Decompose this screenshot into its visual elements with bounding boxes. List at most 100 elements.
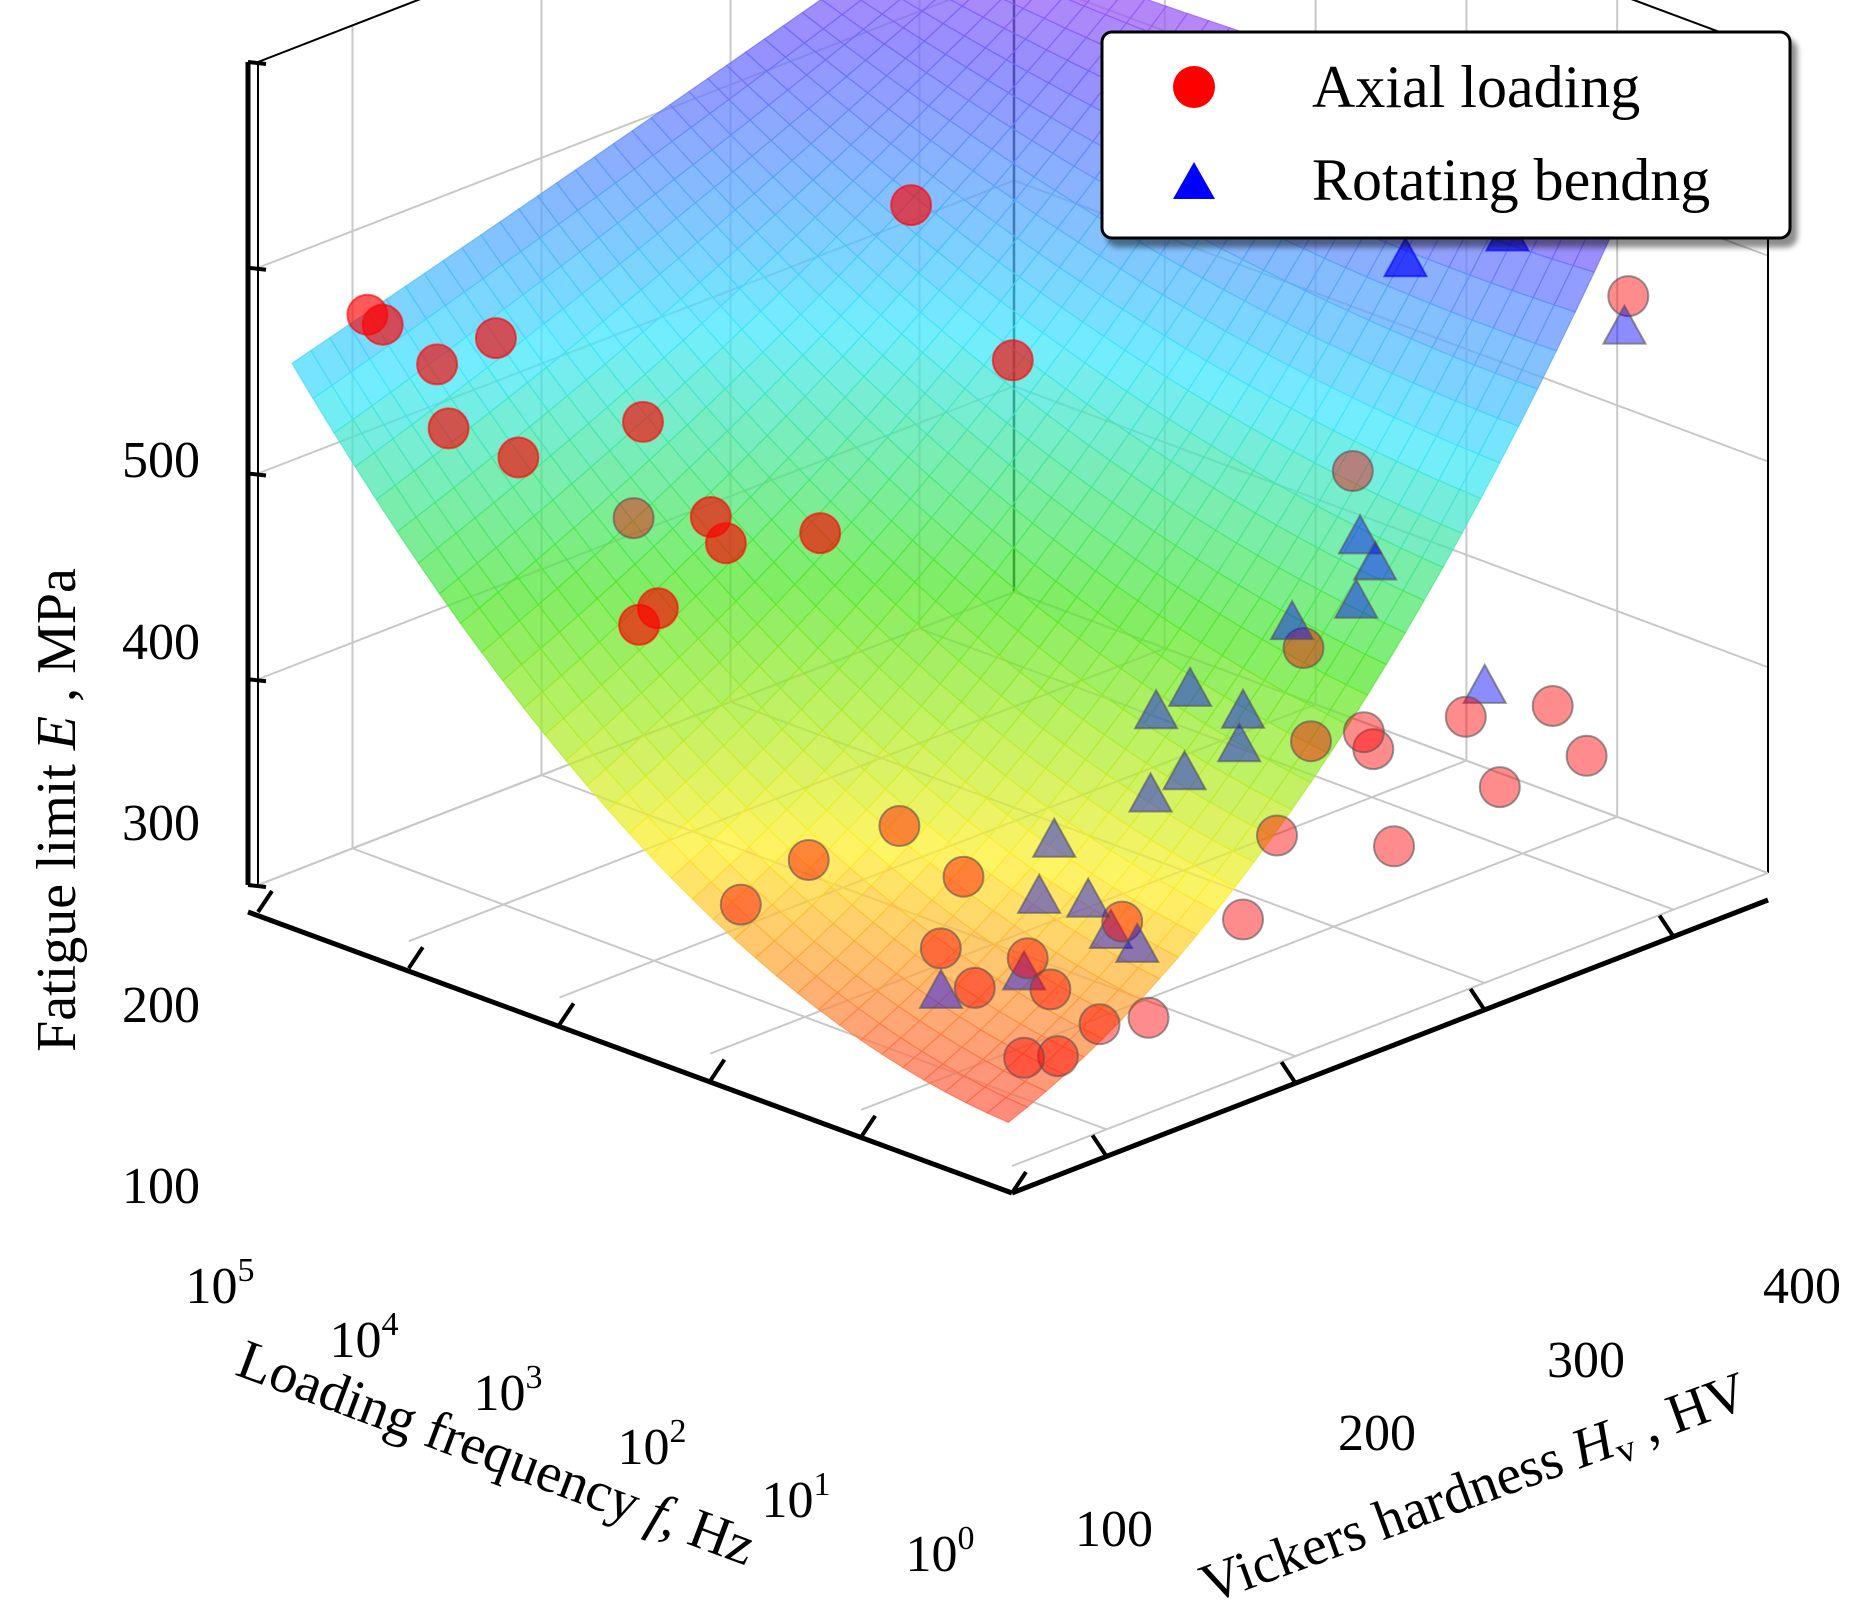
rotating-bending-point	[1337, 513, 1383, 555]
axial-loading-point	[919, 927, 962, 970]
rotating-bending-point	[1462, 662, 1508, 704]
rotating-bending-point	[1220, 687, 1266, 729]
x-tick-label: 100	[906, 1520, 975, 1583]
axial-loading-point	[636, 587, 679, 630]
rotating-bending-point	[1016, 872, 1062, 914]
axial-loading-point	[1607, 275, 1650, 318]
pane-edge	[1630, 0, 1769, 51]
rotating-bending-point	[1382, 236, 1429, 278]
axial-loading-point	[719, 883, 762, 926]
rotating-bending-point	[1001, 949, 1047, 991]
rotating-bending-point	[918, 967, 964, 1009]
z-tick-mark	[247, 883, 267, 889]
axial-loading-point	[1029, 968, 1072, 1011]
rotating-bending-point	[1333, 577, 1379, 619]
axial-loading-point	[497, 436, 540, 479]
legend-triangle-icon	[1173, 162, 1215, 199]
rotating-bending-point	[1352, 539, 1398, 581]
y-tick-label: 200	[1338, 1405, 1416, 1462]
rotating-bending-point	[1269, 599, 1315, 641]
x-tick-label: 101	[762, 1466, 831, 1529]
axial-loading-point	[1037, 1035, 1079, 1078]
axial-loading-point	[1222, 898, 1264, 941]
axial-loading-point	[787, 839, 830, 881]
rotating-bending-point	[1127, 771, 1174, 813]
z-axis-ticks: 500 400 300 200 100	[122, 432, 200, 1215]
axial-loading-point	[1478, 766, 1521, 809]
legend-label-rotating: Rotating bendng	[1312, 147, 1710, 213]
x-tick-mark	[407, 946, 425, 970]
axial-loading-point	[991, 339, 1034, 382]
z-tick-mark	[247, 677, 267, 684]
x-tick-mark	[256, 889, 274, 914]
z-tick-label: 400	[122, 614, 200, 671]
x-tick-label: 102	[618, 1413, 687, 1476]
axial-loading-point	[1290, 720, 1332, 763]
rotating-bending-point	[1133, 688, 1179, 730]
legend-circle-icon	[1173, 66, 1215, 108]
axial-loading-point	[346, 293, 389, 336]
rotating-bending-point	[1167, 665, 1213, 707]
z-tick-mark	[247, 265, 267, 272]
legend: Axial loading Rotating bendng	[1100, 30, 1792, 240]
axial-loading-point	[416, 343, 459, 386]
floor-grid-line	[1011, 872, 1769, 1167]
y-axis-title: Vickers hardness Hv , HV	[1192, 1360, 1758, 1607]
z-tick-mark	[247, 471, 267, 478]
x-axis-ticks: 105 104 103 102 101 100	[186, 1252, 975, 1583]
surface-patch	[986, 1096, 1029, 1123]
x-tick-mark	[859, 1114, 877, 1138]
y-axis-ticks: 100 200 300 400	[1075, 1258, 1841, 1558]
axial-loading-point	[1256, 814, 1298, 857]
rotating-bending-point	[1114, 921, 1160, 963]
axial-loading-point	[474, 317, 517, 360]
y-tick-label: 100	[1075, 1501, 1153, 1558]
axial-loading-point	[704, 522, 747, 565]
z-tick-label: 500	[122, 432, 200, 489]
z-tick-label: 100	[122, 1158, 200, 1215]
x-tick-label: 103	[474, 1359, 543, 1422]
legend-label-axial: Axial loading	[1312, 54, 1640, 120]
axial-loading-point	[1003, 1036, 1046, 1079]
z-axis-title: Fatigue limit E , MPa	[26, 568, 88, 1052]
z-tick-label: 300	[122, 795, 200, 852]
axial-loading-point	[1342, 711, 1385, 754]
axial-loading-point	[942, 855, 985, 898]
y-tick-mark	[1657, 914, 1676, 938]
axial-loading-point	[1531, 685, 1574, 727]
rotating-bending-point	[1088, 907, 1134, 949]
axial-loading-point	[1127, 996, 1170, 1039]
axial-loading-point	[890, 184, 933, 227]
x-axis-line	[247, 909, 1013, 1196]
axial-loading-point	[1565, 734, 1608, 777]
surface-patch	[949, 0, 970, 7]
pane-edge	[257, 0, 421, 63]
y-tick-mark	[1279, 1061, 1298, 1085]
z-tick-label: 200	[122, 977, 200, 1034]
axial-loading-point	[799, 512, 842, 555]
rotating-bending-point	[1216, 721, 1262, 763]
rotating-bending-point	[1031, 816, 1077, 858]
y-tick-label: 300	[1547, 1332, 1625, 1389]
axial-loading-point	[1006, 937, 1049, 980]
z-tick-mark	[247, 60, 267, 66]
x-tick-label: 104	[330, 1306, 399, 1369]
axial-loading-point	[622, 400, 664, 443]
y-tick-mark	[1090, 1134, 1109, 1158]
rotating-bending-point	[1065, 876, 1111, 918]
rotating-bending-point	[1601, 303, 1648, 345]
x-tick-label: 105	[186, 1252, 255, 1315]
axial-loading-point	[1373, 825, 1415, 868]
rotating-bending-point	[1161, 749, 1208, 791]
axial-loading-point	[612, 497, 655, 540]
axial-loading-point	[1078, 1003, 1121, 1046]
legend-box	[1100, 30, 1792, 240]
axial-loading-point	[427, 407, 470, 450]
y-tick-label: 400	[1763, 1258, 1841, 1315]
axial-loading-point	[1331, 450, 1374, 492]
axial-loading-point	[953, 966, 996, 1009]
x-tick-mark	[708, 1058, 727, 1082]
y-tick-mark	[1468, 987, 1487, 1011]
